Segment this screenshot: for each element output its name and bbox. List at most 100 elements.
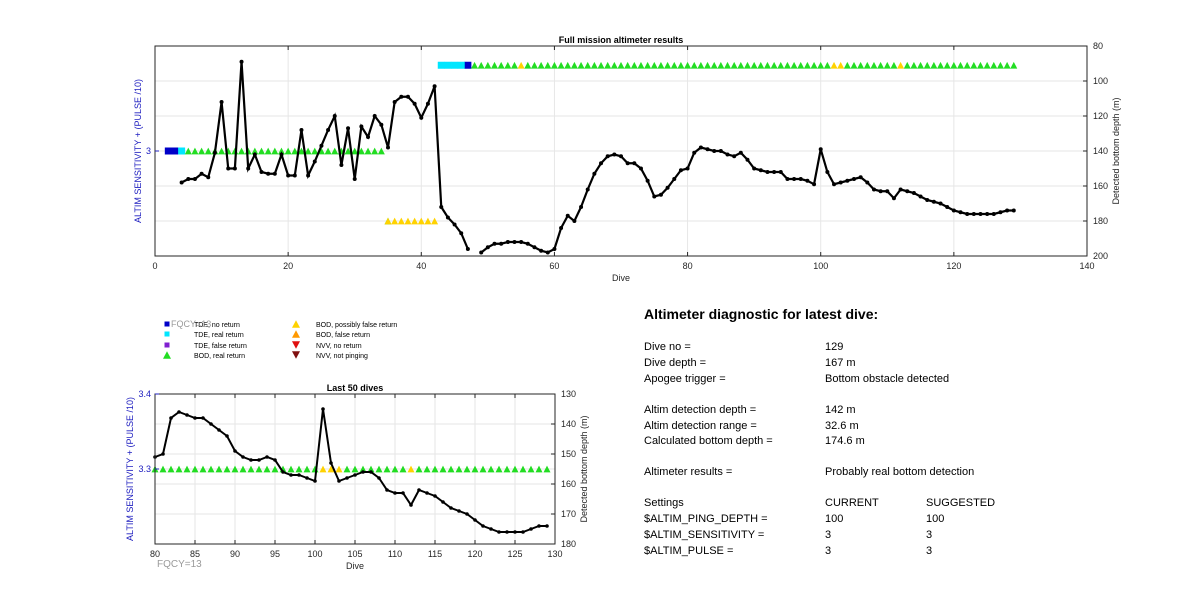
depth-point (852, 177, 856, 181)
depth-point (372, 114, 377, 118)
altimeter-marker (803, 61, 811, 69)
depth-point (377, 476, 381, 480)
depth-point (559, 226, 564, 230)
altimeter-marker (903, 61, 911, 69)
depth-point (652, 194, 657, 199)
x-tick-label: 120 (946, 261, 961, 271)
apogee-row: Apogee trigger = Bottom obstacle detecte… (644, 373, 1164, 389)
altimeter-marker (238, 147, 246, 155)
full-mission-chart: 0 20 40 60 80 100 120 140 80 100 120 140 160 180 200 3 F… (133, 35, 1121, 283)
depth-point (898, 187, 903, 192)
depth-point (257, 458, 261, 462)
dive-no-row: Dive no = 129 (644, 341, 1164, 357)
altimeter-marker (455, 465, 463, 473)
altimeter-marker (304, 147, 312, 155)
depth-point (177, 410, 181, 414)
legend-item: BOD, real return (163, 351, 245, 360)
legend-label: TDE, no return (194, 322, 240, 329)
depth-point (405, 94, 410, 99)
altimeter-marker (271, 147, 279, 155)
altimeter-marker (284, 147, 292, 155)
altimeter-marker (943, 61, 951, 69)
altimeter-marker (471, 61, 479, 69)
depth-point (838, 180, 843, 185)
altimeter-marker (976, 61, 984, 69)
depth-point (297, 473, 301, 477)
depth-point (249, 458, 253, 462)
altimeter-marker (191, 147, 199, 155)
altimeter-marker (570, 61, 578, 69)
altimeter-marker (870, 61, 878, 69)
depth-point (765, 170, 770, 174)
depth-point (625, 161, 630, 166)
x-tick-label: 40 (416, 261, 426, 271)
depth-point (579, 205, 584, 209)
altimeter-marker (484, 61, 492, 69)
altimeter-marker (610, 61, 618, 69)
altimeter-marker (530, 61, 538, 69)
depth-point (738, 150, 743, 155)
calc-bottom-row: Calculated bottom depth = 174.6 m (644, 435, 1164, 451)
depth-point (226, 166, 231, 171)
depth-point (225, 434, 229, 438)
x-axis-label: Dive (612, 273, 630, 283)
altimeter-marker (287, 465, 295, 473)
y-right-tick-label: 140 (1093, 146, 1108, 156)
y-right-tick-label: 170 (561, 509, 576, 519)
legend-marker (163, 351, 171, 359)
depth-point (209, 422, 213, 426)
depth-point (519, 240, 524, 244)
altimeter-marker (457, 61, 465, 69)
x-tick-label: 115 (428, 549, 442, 559)
depth-point (812, 182, 817, 187)
depth-point (279, 152, 284, 157)
setting-current: 3 (825, 545, 832, 557)
depth-point (785, 177, 790, 181)
calc-bottom-value: 174.6 m (825, 435, 865, 447)
altimeter-marker (750, 61, 758, 69)
altimeter-marker (624, 61, 632, 69)
depth-point (233, 449, 237, 453)
depth-point (239, 59, 244, 64)
depth-point (918, 194, 923, 199)
depth-point (449, 506, 453, 510)
altimeter-marker (577, 61, 585, 69)
altimeter-marker (584, 61, 592, 69)
altimeter-marker (790, 61, 798, 69)
depth-point (805, 178, 810, 183)
depth-point (393, 491, 397, 495)
depth-point (425, 491, 429, 495)
depth-point (419, 115, 424, 120)
depth-point (599, 161, 604, 166)
altimeter-marker (431, 465, 439, 473)
altimeter-marker (863, 61, 871, 69)
depth-point (366, 135, 371, 139)
altimeter-marker (597, 61, 605, 69)
legend-marker (164, 342, 170, 348)
depth-point (1005, 208, 1010, 213)
altimeter-marker (331, 147, 339, 155)
x-tick-label: 90 (230, 549, 240, 559)
altimeter-marker (344, 147, 352, 155)
altimeter-marker (590, 61, 598, 69)
depth-point (292, 173, 297, 178)
altimeter-marker (223, 465, 231, 473)
depth-point (412, 101, 417, 106)
depth-point (678, 168, 683, 173)
depth-point (978, 212, 983, 216)
altimeter-marker (424, 217, 432, 225)
depth-point (321, 407, 325, 411)
altimeter-marker (167, 465, 175, 473)
y-left-tick-label: 3.3 (138, 464, 151, 474)
depth-point (525, 241, 530, 246)
altimeter-marker (730, 61, 738, 69)
fqcy-note: FQCY=13 (157, 559, 202, 570)
depth-point (965, 212, 970, 216)
altimeter-marker (1010, 61, 1018, 69)
setting-suggested: 100 (926, 513, 945, 525)
x-axis-label: Dive (346, 561, 364, 571)
depth-point (505, 530, 509, 534)
legend-marker (292, 341, 300, 349)
depth-point (832, 182, 837, 187)
altimeter-marker (411, 217, 419, 225)
